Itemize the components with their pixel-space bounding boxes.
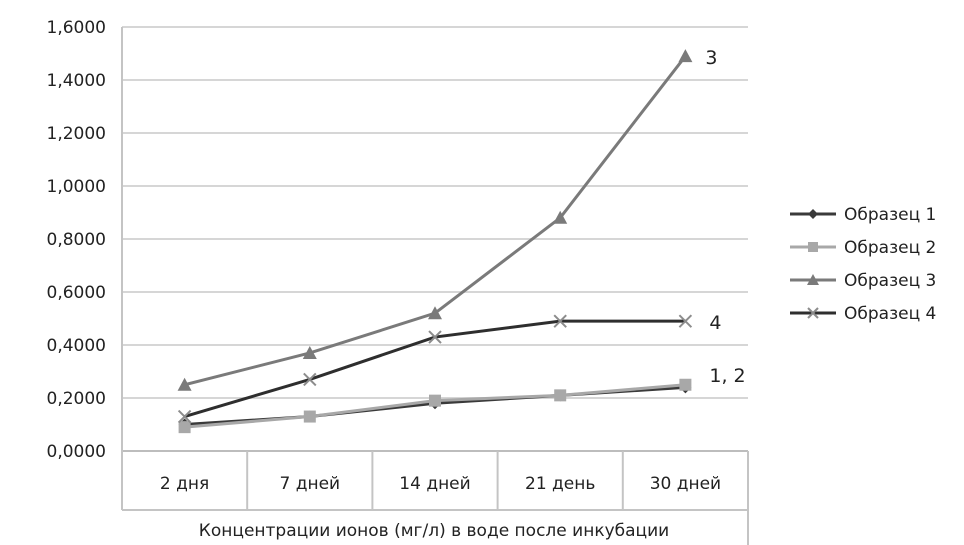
y-tick-label: 0,6000 <box>47 283 106 303</box>
data-point <box>553 314 567 328</box>
y-tick-label: 0,2000 <box>47 389 106 409</box>
y-tick-label: 0,0000 <box>47 442 106 462</box>
series-lines <box>177 49 693 434</box>
legend-label: Образец 1 <box>844 205 936 225</box>
gridlines <box>121 26 748 510</box>
y-tick-label: 1,0000 <box>47 177 106 197</box>
data-point-stroke <box>553 314 567 328</box>
y-tick-label: 0,8000 <box>47 230 106 250</box>
series-line <box>184 55 687 387</box>
x-tick-label: 7 дней <box>279 474 340 494</box>
y-axis-ticks: 0,0000 0,2000 0,4000 0,6000 0,8000 1,0000 1,20… <box>47 18 106 462</box>
data-point <box>679 378 692 391</box>
x-tick-label: 14 дней <box>399 474 470 494</box>
data-point <box>808 209 818 219</box>
legend-label: Образец 3 <box>844 271 936 291</box>
legend-label: Образец 4 <box>844 304 936 324</box>
data-point <box>303 372 317 387</box>
data-point-stroke <box>303 372 317 387</box>
data-point <box>302 345 317 359</box>
legend: Образец 1 Образец 2 Образец 3 Образец 4 <box>790 205 936 324</box>
data-point <box>678 314 693 328</box>
y-tick-label: 1,6000 <box>47 18 106 38</box>
data-point-stroke <box>807 307 819 319</box>
y-tick-label: 1,2000 <box>47 124 106 144</box>
data-point <box>678 49 693 63</box>
x-axis-label: Концентрации ионов (мг/л) в воде после и… <box>199 521 669 541</box>
data-point <box>553 210 568 224</box>
y-tick-label: 1,4000 <box>47 71 106 91</box>
annotation-label: 1, 2 <box>709 365 745 387</box>
data-point <box>178 421 191 434</box>
x-tick-label: 21 день <box>525 474 595 494</box>
data-point <box>429 394 441 407</box>
x-tick-label: 2 дня <box>160 474 209 494</box>
legend-label: Образец 2 <box>844 238 936 258</box>
data-point-stroke <box>177 409 192 424</box>
annotations: 3 4 1, 2 <box>705 47 745 387</box>
data-point <box>303 410 316 423</box>
data-point <box>808 242 818 252</box>
data-point <box>428 330 442 344</box>
data-point <box>177 377 192 391</box>
data-point <box>554 389 567 402</box>
x-tick-label: 30 дней <box>650 474 721 494</box>
annotation-label: 3 <box>705 47 717 69</box>
annotation-label: 4 <box>709 312 721 334</box>
y-tick-label: 0,4000 <box>47 336 106 356</box>
data-point <box>177 409 192 424</box>
data-point-stroke <box>678 314 693 328</box>
data-point <box>428 306 442 320</box>
data-point <box>807 274 819 285</box>
data-point-stroke <box>428 330 442 344</box>
x-axis: 2 дня 7 дней 14 дней 21 день 30 дней <box>122 451 749 545</box>
data-point <box>807 307 819 319</box>
